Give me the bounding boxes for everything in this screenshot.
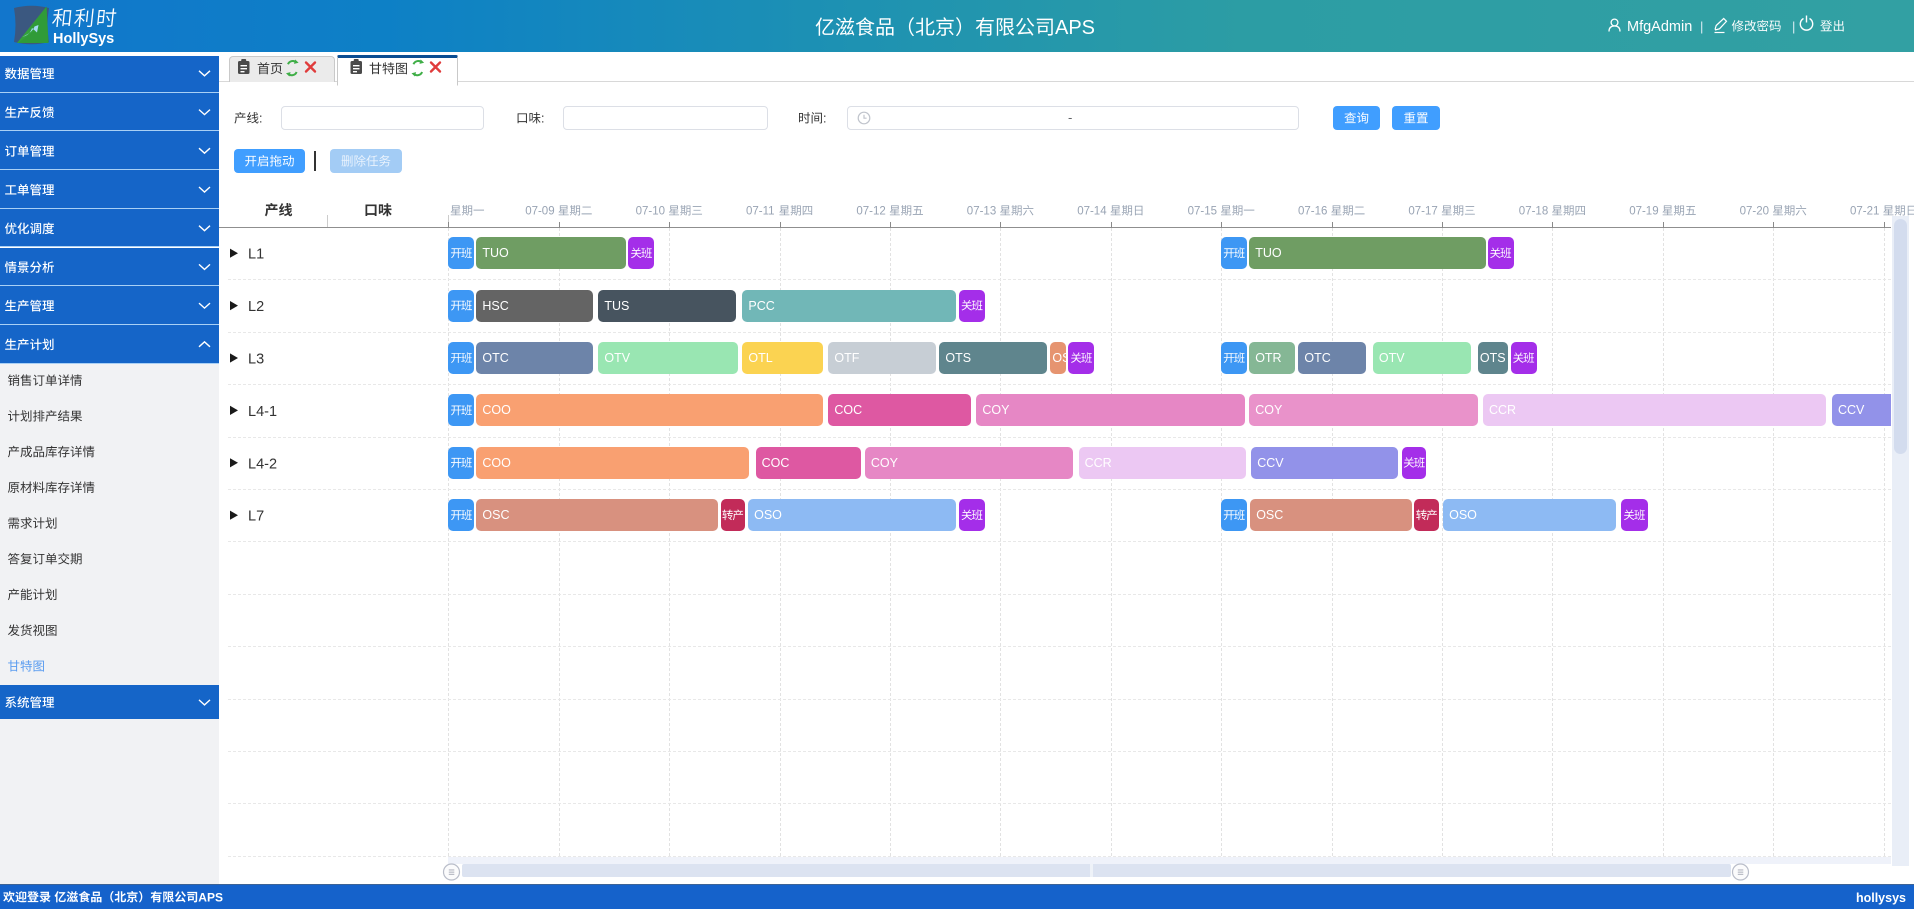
- svg-text:07-14: 07-14: [1077, 206, 1107, 218]
- svg-text:07-20: 07-20: [1740, 206, 1769, 218]
- svg-text:07-11: 07-11: [746, 206, 775, 218]
- svg-text:L7: L7: [248, 509, 264, 525]
- svg-text:07-10: 07-10: [636, 206, 665, 218]
- svg-text:07-19: 07-19: [1629, 206, 1658, 218]
- svg-text:07-17: 07-17: [1408, 206, 1437, 218]
- svg-text::: :: [259, 112, 262, 126]
- svg-text:L3: L3: [248, 352, 264, 368]
- svg-text:07-18: 07-18: [1519, 206, 1548, 218]
- svg-text::: :: [541, 112, 544, 126]
- svg-text:07-16: 07-16: [1298, 206, 1327, 218]
- svg-text:07-15: 07-15: [1188, 206, 1217, 218]
- svg-text:L4-2: L4-2: [248, 456, 277, 472]
- svg-text:07-21: 07-21: [1850, 206, 1879, 218]
- svg-text:L1: L1: [248, 247, 264, 263]
- svg-text:07-09: 07-09: [525, 206, 554, 218]
- svg-text:L4-1: L4-1: [248, 404, 277, 420]
- svg-text:L2: L2: [248, 299, 264, 315]
- svg-text:07-12: 07-12: [856, 206, 885, 218]
- svg-text:07-13: 07-13: [967, 206, 996, 218]
- svg-text::: :: [823, 112, 826, 126]
